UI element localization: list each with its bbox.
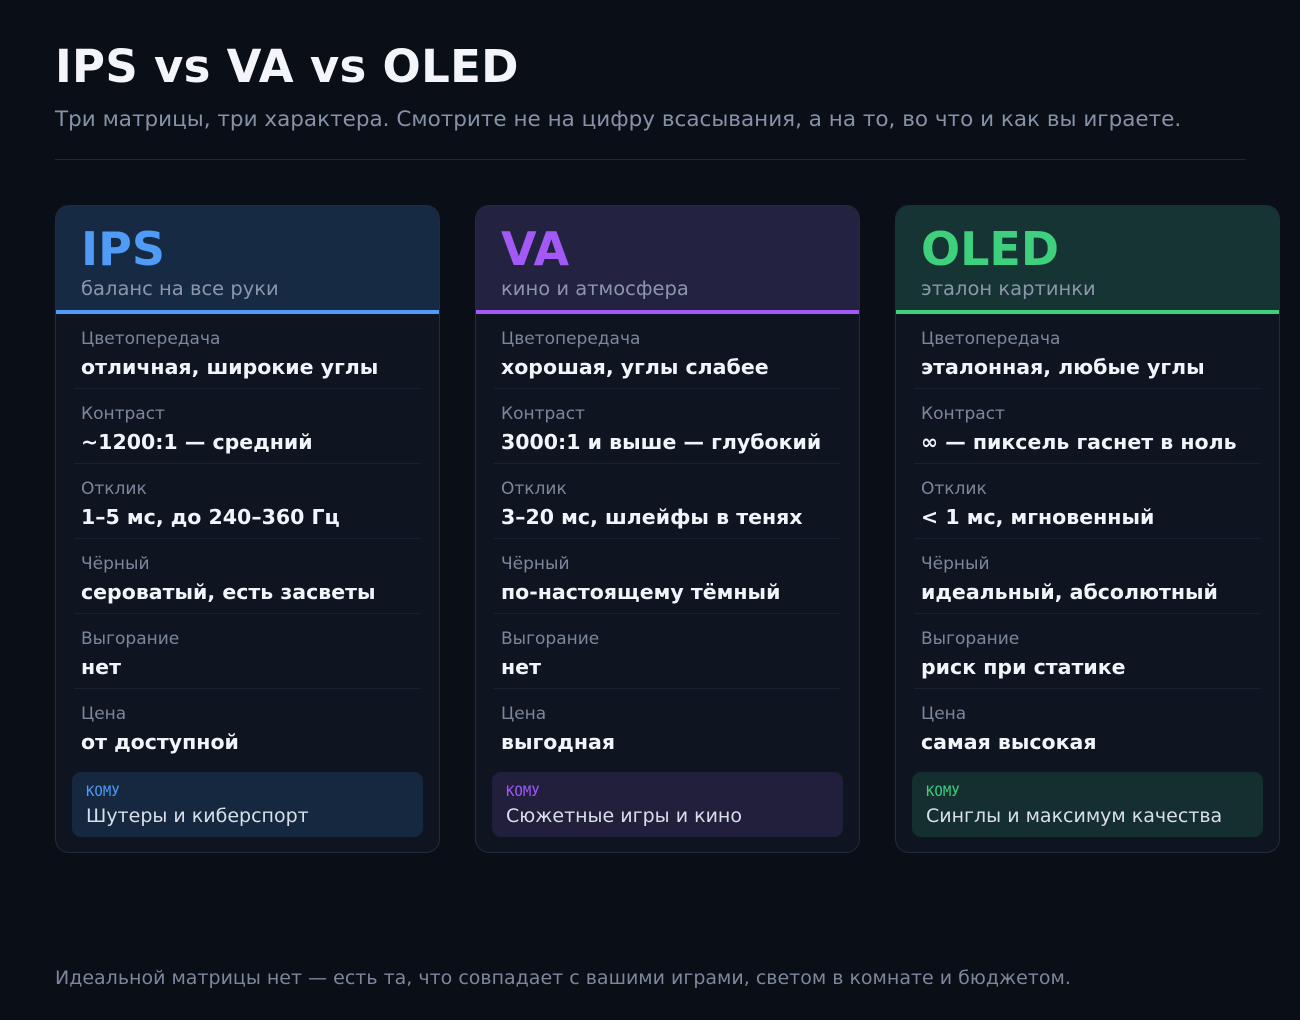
spec-value: 3–20 мс, шлейфы в тенях bbox=[501, 505, 803, 529]
card-va: VA кино и атмосфера Цветопередача хорошая, … bbox=[475, 205, 860, 853]
spec-row: Выгорание нет bbox=[74, 614, 421, 689]
card-oled: OLED эталон картинки Цветопередача эталонна… bbox=[895, 205, 1280, 853]
spec-row: Цена самая высокая bbox=[914, 689, 1261, 763]
spec-row: Чёрный идеальный, абсолютный bbox=[914, 539, 1261, 614]
spec-row: Чёрный по-настоящему тёмный bbox=[494, 539, 841, 614]
page-title: IPS vs VA vs OLED bbox=[55, 40, 519, 93]
audience-label: КОМУ bbox=[86, 784, 120, 800]
spec-value: по-настоящему тёмный bbox=[501, 580, 781, 604]
spec-label: Цена bbox=[81, 704, 127, 724]
spec-label: Цветопередача bbox=[501, 329, 641, 349]
spec-label: Чёрный bbox=[81, 554, 150, 574]
spec-label: Отклик bbox=[501, 479, 567, 499]
card-ips: IPS баланс на все руки Цветопередача отличн… bbox=[55, 205, 440, 853]
spec-value: нет bbox=[81, 655, 121, 679]
card-header: OLED эталон картинки bbox=[896, 206, 1279, 314]
card-tagline: эталон картинки bbox=[921, 277, 1096, 300]
spec-label: Отклик bbox=[81, 479, 147, 499]
spec-row: Контраст 3000:1 и выше — глубокий bbox=[494, 389, 841, 464]
audience-label: КОМУ bbox=[506, 784, 540, 800]
spec-label: Выгорание bbox=[81, 629, 180, 649]
spec-label: Цветопередача bbox=[921, 329, 1061, 349]
spec-value: сероватый, есть засветы bbox=[81, 580, 376, 604]
spec-value: 1–5 мс, до 240–360 Гц bbox=[81, 505, 340, 529]
spec-label: Контраст bbox=[81, 404, 165, 424]
spec-row: Чёрный сероватый, есть засветы bbox=[74, 539, 421, 614]
spec-row: Отклик 1–5 мс, до 240–360 Гц bbox=[74, 464, 421, 539]
spec-label: Цена bbox=[921, 704, 967, 724]
spec-row: Цветопередача эталонная, любые углы bbox=[914, 314, 1261, 389]
spec-value: < 1 мс, мгновенный bbox=[921, 505, 1155, 529]
spec-row: Контраст ∞ — пиксель гаснет в ноль bbox=[914, 389, 1261, 464]
spec-value: самая высокая bbox=[921, 730, 1097, 754]
audience-label: КОМУ bbox=[926, 784, 960, 800]
spec-row: Цена выгодная bbox=[494, 689, 841, 763]
header-divider bbox=[55, 159, 1245, 160]
spec-row: Цветопередача отличная, широкие углы bbox=[74, 314, 421, 389]
audience-text: Шутеры и киберспорт bbox=[86, 805, 309, 827]
card-title: VA bbox=[501, 222, 570, 276]
spec-row: Контраст ~1200:1 — средний bbox=[74, 389, 421, 464]
footer-note: Идеальной матрицы нет — есть та, что сов… bbox=[55, 967, 1071, 989]
card-title: OLED bbox=[921, 222, 1060, 276]
spec-value: нет bbox=[501, 655, 541, 679]
spec-label: Чёрный bbox=[921, 554, 990, 574]
card-title: IPS bbox=[81, 222, 165, 276]
spec-value: эталонная, любые углы bbox=[921, 355, 1205, 379]
spec-label: Выгорание bbox=[501, 629, 600, 649]
card-tagline: кино и атмосфера bbox=[501, 277, 689, 300]
spec-row: Выгорание нет bbox=[494, 614, 841, 689]
page-subtitle: Три матрицы, три характера. Смотрите не … bbox=[55, 107, 1182, 132]
spec-value: от доступной bbox=[81, 730, 239, 754]
spec-label: Отклик bbox=[921, 479, 987, 499]
spec-value: отличная, широкие углы bbox=[81, 355, 379, 379]
spec-value: выгодная bbox=[501, 730, 616, 754]
audience-box: КОМУ Сюжетные игры и кино bbox=[492, 772, 843, 837]
spec-value: риск при статике bbox=[921, 655, 1126, 679]
spec-row: Цена от доступной bbox=[74, 689, 421, 763]
spec-label: Контраст bbox=[921, 404, 1005, 424]
spec-label: Контраст bbox=[501, 404, 585, 424]
spec-value: хорошая, углы слабее bbox=[501, 355, 769, 379]
spec-label: Цветопередача bbox=[81, 329, 221, 349]
spec-row: Выгорание риск при статике bbox=[914, 614, 1261, 689]
audience-box: КОМУ Шутеры и киберспорт bbox=[72, 772, 423, 837]
audience-text: Синглы и максимум качества bbox=[926, 805, 1223, 827]
spec-value: ~1200:1 — средний bbox=[81, 430, 313, 454]
spec-label: Выгорание bbox=[921, 629, 1020, 649]
spec-list: Цветопередача эталонная, любые углы Контра… bbox=[914, 314, 1261, 763]
spec-value: 3000:1 и выше — глубокий bbox=[501, 430, 822, 454]
card-tagline: баланс на все руки bbox=[81, 277, 279, 300]
audience-box: КОМУ Синглы и максимум качества bbox=[912, 772, 1263, 837]
spec-value: ∞ — пиксель гаснет в ноль bbox=[921, 430, 1237, 454]
spec-row: Отклик 3–20 мс, шлейфы в тенях bbox=[494, 464, 841, 539]
spec-value: идеальный, абсолютный bbox=[921, 580, 1218, 604]
spec-list: Цветопередача отличная, широкие углы Контр… bbox=[74, 314, 421, 763]
spec-list: Цветопередача хорошая, углы слабее Контрас… bbox=[494, 314, 841, 763]
spec-row: Отклик < 1 мс, мгновенный bbox=[914, 464, 1261, 539]
spec-row: Цветопередача хорошая, углы слабее bbox=[494, 314, 841, 389]
card-header: IPS баланс на все руки bbox=[56, 206, 439, 314]
card-header: VA кино и атмосфера bbox=[476, 206, 859, 314]
spec-label: Цена bbox=[501, 704, 547, 724]
spec-label: Чёрный bbox=[501, 554, 570, 574]
audience-text: Сюжетные игры и кино bbox=[506, 805, 742, 827]
